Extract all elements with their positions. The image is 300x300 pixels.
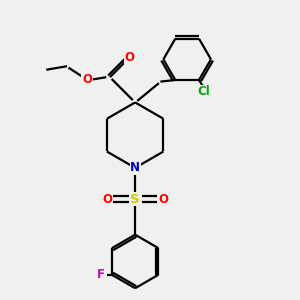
Text: F: F — [97, 268, 105, 281]
Text: O: O — [82, 73, 92, 86]
Text: O: O — [125, 51, 135, 64]
Text: S: S — [130, 193, 140, 206]
Text: O: O — [102, 193, 112, 206]
Text: Cl: Cl — [197, 85, 210, 98]
Text: N: N — [130, 161, 140, 174]
Text: O: O — [158, 193, 168, 206]
